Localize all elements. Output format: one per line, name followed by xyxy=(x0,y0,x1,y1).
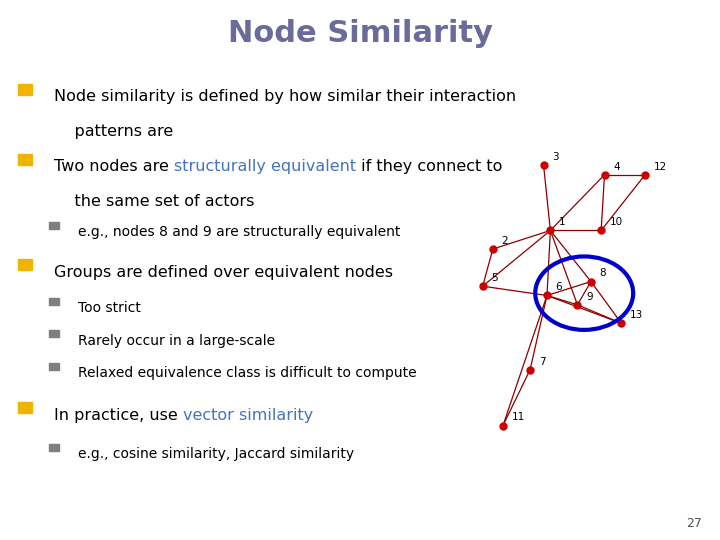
Text: the same set of actors: the same set of actors xyxy=(54,194,254,210)
Text: 3: 3 xyxy=(552,152,559,162)
Text: 12: 12 xyxy=(654,161,667,172)
Text: 5: 5 xyxy=(491,273,498,283)
Text: Rarely occur in a large-scale: Rarely occur in a large-scale xyxy=(78,334,275,348)
Text: Node similarity is defined by how similar their interaction: Node similarity is defined by how simila… xyxy=(54,89,516,104)
Text: 6: 6 xyxy=(556,282,562,292)
FancyBboxPatch shape xyxy=(18,154,32,165)
Text: 11: 11 xyxy=(512,412,525,422)
Text: Relaxed equivalence class is difficult to compute: Relaxed equivalence class is difficult t… xyxy=(78,366,416,380)
Text: 4: 4 xyxy=(613,161,620,172)
Text: In practice, use: In practice, use xyxy=(54,408,183,423)
Text: if they connect to: if they connect to xyxy=(356,159,503,174)
FancyBboxPatch shape xyxy=(18,84,32,94)
Text: structurally equivalent: structurally equivalent xyxy=(174,159,356,174)
FancyBboxPatch shape xyxy=(49,444,58,450)
FancyBboxPatch shape xyxy=(18,402,32,413)
FancyBboxPatch shape xyxy=(49,363,58,369)
Text: Groups are defined over equivalent nodes: Groups are defined over equivalent nodes xyxy=(54,265,393,280)
Text: 8: 8 xyxy=(600,268,606,278)
Text: 27: 27 xyxy=(686,517,702,530)
Text: Too strict: Too strict xyxy=(78,301,140,315)
FancyBboxPatch shape xyxy=(18,259,32,270)
Text: 13: 13 xyxy=(630,310,644,320)
Text: vector similarity: vector similarity xyxy=(183,408,313,423)
Text: e.g., cosine similarity, Jaccard similarity: e.g., cosine similarity, Jaccard similar… xyxy=(78,447,354,461)
Text: 1: 1 xyxy=(559,217,566,227)
Text: Node Similarity: Node Similarity xyxy=(228,19,492,48)
Text: 2: 2 xyxy=(501,236,508,246)
Text: 10: 10 xyxy=(610,217,623,227)
Text: e.g., nodes 8 and 9 are structurally equivalent: e.g., nodes 8 and 9 are structurally equ… xyxy=(78,225,400,239)
Text: patterns are: patterns are xyxy=(54,124,174,139)
Text: 9: 9 xyxy=(586,292,593,301)
FancyBboxPatch shape xyxy=(49,330,58,337)
Text: 7: 7 xyxy=(539,356,545,367)
FancyBboxPatch shape xyxy=(49,298,58,305)
FancyBboxPatch shape xyxy=(49,221,58,229)
Text: Two nodes are: Two nodes are xyxy=(54,159,174,174)
